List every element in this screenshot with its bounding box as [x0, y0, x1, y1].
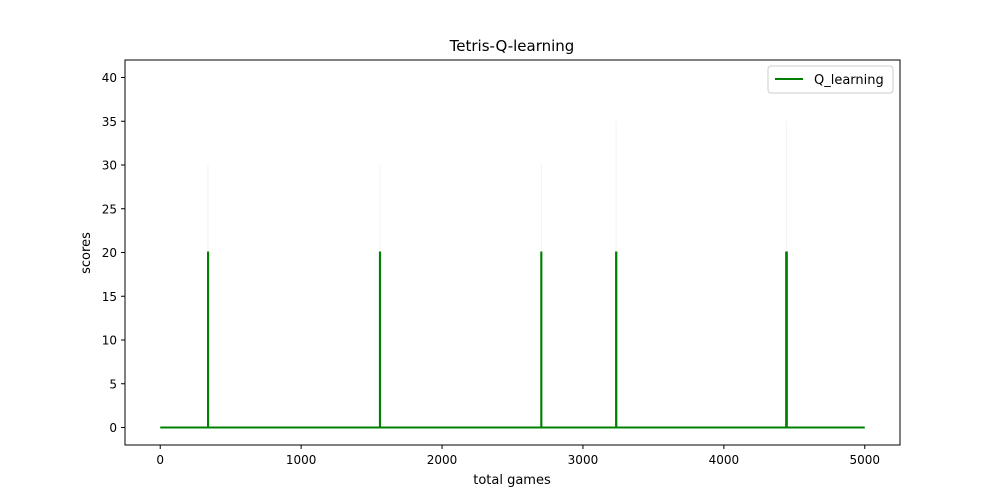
y-tick-label-25: 25 [102, 202, 117, 216]
y-tick-label-35: 35 [102, 115, 117, 129]
y-tick-label-40: 40 [102, 71, 117, 85]
x-tick-label-0: 0 [156, 453, 164, 467]
chart-title: Tetris-Q-learning [449, 37, 575, 55]
y-tick-label-30: 30 [102, 159, 117, 173]
y-tick-label-10: 10 [102, 334, 117, 348]
y-axis-label: scores [79, 232, 94, 274]
x-tick-label-5000: 5000 [849, 453, 880, 467]
y-tick-label-5: 5 [109, 377, 117, 391]
legend-label-q-learning: Q_learning [814, 73, 884, 88]
x-tick-label-1000: 1000 [286, 453, 317, 467]
x-tick-label-4000: 4000 [709, 453, 740, 467]
x-tick-label-3000: 3000 [568, 453, 599, 467]
x-tick-label-2000: 2000 [427, 453, 458, 467]
plot-area [160, 121, 865, 429]
y-tick-label-20: 20 [102, 246, 117, 260]
legend: Q_learning [767, 65, 894, 94]
x-axis-label: total games [473, 473, 551, 488]
y-tick-label-0: 0 [109, 421, 117, 435]
y-tick-label-15: 15 [102, 290, 117, 304]
series-line-q-learning [160, 251, 865, 429]
y-axis: 0 5 10 15 20 25 30 35 40 [102, 71, 125, 435]
x-axis: 0 1000 2000 3000 4000 5000 [156, 445, 880, 467]
legend-box [767, 65, 894, 94]
